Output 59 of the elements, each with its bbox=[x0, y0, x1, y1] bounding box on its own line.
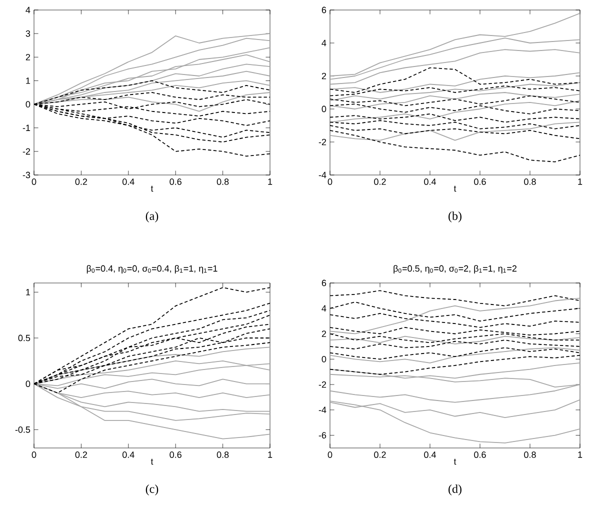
y-tick-label: 0 bbox=[26, 101, 30, 108]
y-tick-label: 2 bbox=[26, 54, 30, 60]
y-tick-label: -4 bbox=[318, 172, 326, 178]
y-tick-label: 2 bbox=[322, 330, 326, 337]
y-tick-label: 4 bbox=[26, 6, 30, 14]
x-tick-label: 0.2 bbox=[75, 178, 88, 185]
x-tick-label: 1 bbox=[578, 452, 582, 458]
x-tick-label: 0.6 bbox=[170, 452, 182, 458]
y-tick-label: -4 bbox=[318, 406, 326, 414]
y-tick-label: -6 bbox=[318, 432, 326, 438]
text: (d) bbox=[448, 484, 462, 496]
x-tick-label: 0.2 bbox=[75, 452, 88, 458]
x-axis-title: t bbox=[150, 186, 154, 192]
y-tick-label: 4 bbox=[322, 40, 326, 46]
text: (a) bbox=[146, 212, 158, 222]
x-tick-label: 0.8 bbox=[524, 452, 536, 458]
x-tick-label: 0.6 bbox=[170, 178, 182, 185]
x-tick-label: 0.4 bbox=[122, 452, 134, 458]
x-tick-label: 0.2 bbox=[374, 178, 386, 185]
y-tick-label: 0 bbox=[322, 356, 326, 362]
text: (b) bbox=[448, 212, 462, 222]
x-tick-label: 0 bbox=[32, 178, 36, 185]
y-tick-label: -3 bbox=[22, 172, 30, 178]
y-tick-label: 0.5 bbox=[18, 334, 30, 342]
chart-title: β$_{0}$=0.5, η$_{0}$=0, σ$_{0}$=2, β$_{1}$=1, η$_{1}$=2 bbox=[394, 265, 516, 274]
x-tick-label: 0 bbox=[328, 452, 332, 458]
x-tick-label: 0 bbox=[32, 452, 36, 458]
x-tick-label: 0.8 bbox=[216, 178, 229, 185]
x-tick-label: 0.8 bbox=[216, 452, 229, 458]
y-tick-label: 0 bbox=[322, 106, 326, 112]
x-tick-label: 0.4 bbox=[122, 178, 134, 185]
y-tick-label: -2 bbox=[318, 138, 326, 146]
x-tick-label: 0.4 bbox=[424, 452, 436, 458]
y-tick-label: 1 bbox=[26, 78, 30, 84]
y-tick-label: 4 bbox=[322, 305, 326, 312]
y-tick-label: -2 bbox=[318, 381, 326, 388]
y-tick-label: 1 bbox=[26, 289, 30, 296]
x-tick-label: 0 bbox=[328, 178, 332, 185]
y-tick-label: -2 bbox=[22, 148, 30, 155]
y-tick-label: -1 bbox=[22, 124, 30, 131]
x-tick-label: 1 bbox=[268, 452, 272, 458]
y-tick-label: 0 bbox=[26, 380, 30, 388]
x-axis-title: t bbox=[454, 186, 456, 192]
x-tick-label: 0.6 bbox=[474, 452, 486, 458]
y-tick-label: 6 bbox=[322, 280, 326, 286]
x-tick-label: 0.6 bbox=[474, 178, 486, 185]
y-tick-label: 2 bbox=[322, 72, 326, 80]
y-tick-label: -0.5 bbox=[15, 426, 30, 433]
chart-title: β$_{0}$=0.4, η$_{0}$=0, σ$_{0}$=0.4, β$_{1}$=1, η$_{1}$=1 bbox=[86, 265, 218, 274]
x-axis-title: t bbox=[454, 458, 456, 465]
x-tick-label: 1 bbox=[578, 178, 582, 185]
x-tick-label: 0.8 bbox=[524, 178, 536, 185]
y-tick-label: 6 bbox=[322, 6, 326, 14]
x-tick-label: 0.4 bbox=[424, 178, 436, 185]
x-axis-title: t bbox=[150, 458, 154, 465]
text: (c) bbox=[146, 484, 158, 496]
x-tick-label: 0.2 bbox=[374, 452, 386, 458]
x-tick-label: 1 bbox=[268, 178, 272, 185]
y-tick-label: 3 bbox=[26, 30, 30, 37]
